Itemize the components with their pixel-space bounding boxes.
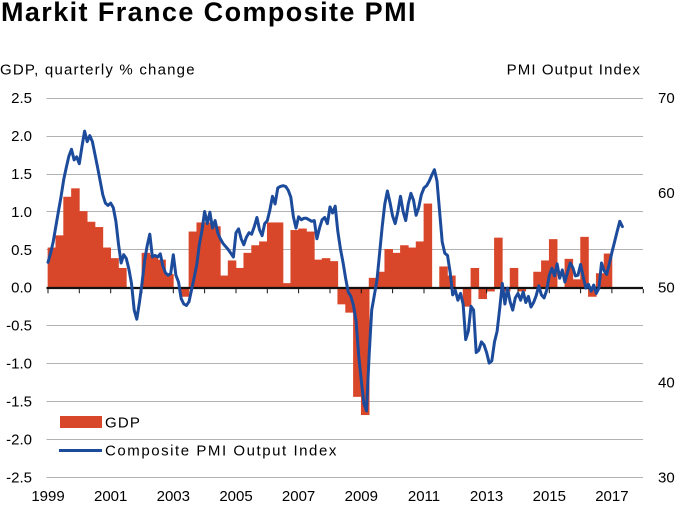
svg-text:2.5: 2.5 xyxy=(11,90,32,107)
svg-text:2009: 2009 xyxy=(345,488,378,505)
svg-text:Composite PMI Output Index: Composite PMI Output Index xyxy=(105,443,338,460)
svg-text:2003: 2003 xyxy=(157,488,190,505)
svg-text:40: 40 xyxy=(658,375,675,392)
svg-text:1.5: 1.5 xyxy=(11,166,32,183)
svg-text:GDP, quarterly % change: GDP, quarterly % change xyxy=(0,62,196,79)
svg-text:GDP: GDP xyxy=(105,415,141,432)
svg-text:-2.5: -2.5 xyxy=(6,469,32,486)
svg-text:2015: 2015 xyxy=(533,488,566,505)
svg-text:-0.5: -0.5 xyxy=(6,318,32,335)
svg-text:0.0: 0.0 xyxy=(11,280,32,297)
svg-text:-1.0: -1.0 xyxy=(6,356,32,373)
svg-text:2007: 2007 xyxy=(282,488,315,505)
svg-text:-2.0: -2.0 xyxy=(6,431,32,448)
svg-text:2005: 2005 xyxy=(219,488,252,505)
svg-text:2017: 2017 xyxy=(595,488,628,505)
svg-text:2013: 2013 xyxy=(470,488,503,505)
svg-text:2001: 2001 xyxy=(94,488,127,505)
svg-text:50: 50 xyxy=(658,280,675,297)
svg-text:2011: 2011 xyxy=(408,488,440,505)
svg-text:PMI Output Index: PMI Output Index xyxy=(507,62,641,79)
svg-text:0.5: 0.5 xyxy=(11,242,32,259)
svg-text:60: 60 xyxy=(658,185,675,202)
svg-text:70: 70 xyxy=(658,90,675,107)
svg-text:-1.5: -1.5 xyxy=(6,394,32,411)
svg-text:1999: 1999 xyxy=(31,488,64,505)
svg-text:Markit France Composite PMI: Markit France Composite PMI xyxy=(1,0,417,27)
svg-text:2.0: 2.0 xyxy=(11,128,32,145)
svg-text:30: 30 xyxy=(658,469,675,486)
svg-text:1.0: 1.0 xyxy=(11,204,32,221)
